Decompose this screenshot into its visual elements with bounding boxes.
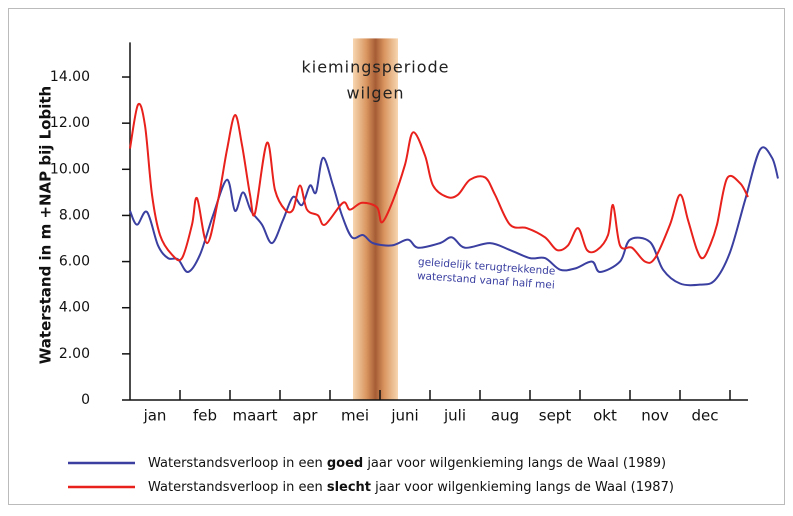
x-category-label: jan	[143, 407, 167, 425]
y-tick-label: 2.00	[59, 346, 90, 362]
legend-label-part: jaar voor wilgenkieming langs de Waal (1…	[363, 456, 666, 471]
x-category-label: aug	[491, 407, 519, 425]
x-category-label: okt	[593, 407, 617, 425]
legend-label: Waterstandsverloop in een goed jaar voor…	[148, 456, 666, 471]
legend-label-part: Waterstandsverloop in een	[148, 480, 327, 495]
x-category-label: sept	[539, 407, 572, 425]
y-tick-label: 6.00	[59, 254, 90, 270]
legend-label-part: jaar voor wilgenkieming langs de Waal (1…	[371, 480, 674, 495]
x-category-label: apr	[293, 407, 319, 425]
y-tick-label: 8.00	[59, 207, 90, 223]
legend-label-part: goed	[327, 456, 363, 471]
span-label: kiemingsperiode	[301, 58, 449, 77]
water-level-line	[129, 102, 749, 264]
x-category-label: juni	[390, 407, 418, 425]
y-tick-label: 0	[81, 392, 90, 408]
germination-period	[353, 38, 398, 400]
x-category-label: maart	[232, 407, 277, 425]
legend-label: Waterstandsverloop in een slecht jaar vo…	[148, 480, 674, 495]
x-category-label: mei	[341, 407, 369, 425]
x-category-label: dec	[692, 407, 719, 425]
y-axis-label: Waterstand in m +NAP bij Lobith	[37, 86, 55, 364]
span-label: wilgen	[346, 84, 404, 103]
y-tick-label: 10.00	[50, 161, 90, 177]
legend-label-part: Waterstandsverloop in een	[148, 456, 327, 471]
legend-label-part: slecht	[327, 480, 371, 495]
x-category-label: juli	[443, 407, 466, 425]
y-tick-label: 12.00	[50, 115, 90, 131]
y-tick-label: 4.00	[59, 300, 90, 316]
x-category-label: nov	[641, 407, 669, 425]
y-tick-label: 14.00	[50, 69, 90, 85]
x-category-label: feb	[193, 407, 217, 425]
